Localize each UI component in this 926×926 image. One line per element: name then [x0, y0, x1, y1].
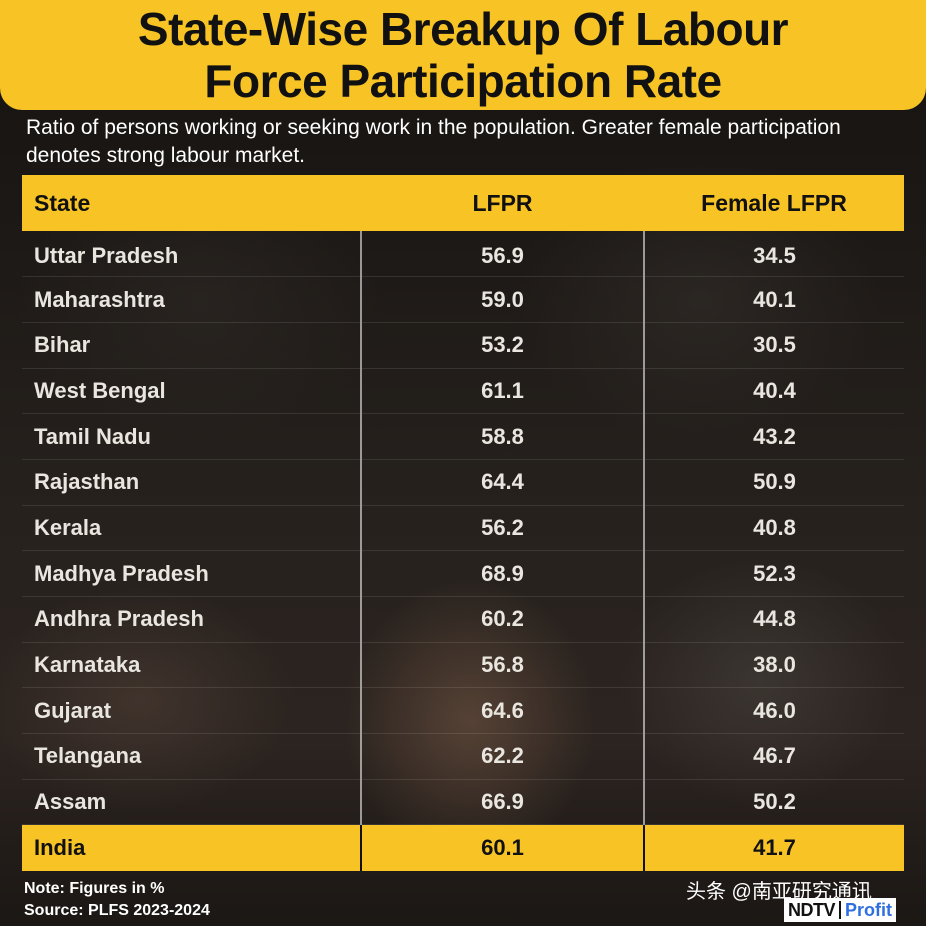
table-row: Maharashtra 59.0 40.1 [22, 276, 904, 323]
watermark: 头条 @南亚研究通讯 [686, 881, 872, 903]
subtitle: Ratio of persons working or seeking work… [26, 116, 841, 167]
header-lfpr: LFPR [472, 189, 533, 216]
table-row: Bihar 53.2 30.5 [22, 322, 904, 369]
table-header-row: State LFPR Female LFPR [22, 175, 904, 231]
cell-state: Kerala [22, 505, 361, 552]
title-line-2: Force Participation Rate [204, 55, 722, 107]
cell-female-lfpr: 43.2 [643, 413, 904, 460]
total-row: India 60.1 41.7 [22, 824, 904, 871]
cell-state: Telangana [22, 733, 361, 780]
logo-divider [839, 901, 841, 919]
cell-female-lfpr: 38.0 [643, 642, 904, 689]
cell-female-lfpr: 41.7 [643, 824, 904, 871]
cell-lfpr: 58.8 [360, 413, 644, 460]
cell-female-lfpr: 46.0 [643, 687, 904, 735]
cell-state: Karnataka [22, 642, 361, 689]
cell-state: Rajasthan [22, 459, 361, 506]
cell-lfpr: 56.8 [360, 642, 644, 689]
logo-profit: Profit [845, 899, 892, 920]
cell-female-lfpr: 50.2 [643, 779, 904, 826]
logo-ndtv: NDTV [788, 899, 836, 920]
note-text: Note: Figures in % [24, 880, 165, 897]
table-row: Andhra Pradesh 60.2 44.8 [22, 596, 904, 643]
table-row: Uttar Pradesh 56.9 34.5 [22, 231, 904, 278]
cell-lfpr: 61.1 [360, 368, 644, 415]
cell-state: Gujarat [22, 687, 361, 735]
cell-lfpr: 60.2 [360, 596, 644, 643]
table-row: Telangana 62.2 46.7 [22, 733, 904, 780]
table-row: Tamil Nadu 58.8 43.2 [22, 413, 904, 460]
cell-female-lfpr: 40.4 [643, 368, 904, 415]
footnote: Note: Figures in % Source: PLFS 2023-202… [24, 878, 210, 922]
cell-state: Maharashtra [22, 276, 361, 323]
cell-female-lfpr: 46.7 [643, 733, 904, 780]
cell-female-lfpr: 44.8 [643, 596, 904, 643]
cell-state: Andhra Pradesh [22, 596, 361, 643]
cell-state: Uttar Pradesh [22, 231, 361, 278]
cell-female-lfpr: 40.1 [643, 276, 904, 323]
table-body: Uttar Pradesh 56.9 34.5 Maharashtra 59.0 40.1… [22, 231, 904, 871]
title-banner: State-Wise Breakup Of Labour Force Parti… [0, 0, 926, 110]
cell-female-lfpr: 30.5 [643, 322, 904, 369]
table-row: Rajasthan 64.4 50.9 [22, 459, 904, 506]
ndtv-profit-logo: NDTV Profit [784, 898, 896, 922]
header-female-lfpr: Female LFPR [701, 189, 847, 216]
cell-lfpr: 53.2 [360, 322, 644, 369]
header-state: State [34, 189, 91, 216]
cell-female-lfpr: 40.8 [643, 505, 904, 552]
cell-lfpr: 62.2 [360, 733, 644, 780]
cell-lfpr: 56.2 [360, 505, 644, 552]
cell-lfpr: 68.9 [360, 550, 644, 597]
cell-state: West Bengal [22, 368, 361, 415]
cell-female-lfpr: 50.9 [643, 459, 904, 506]
cell-female-lfpr: 34.5 [643, 231, 904, 278]
cell-state: Assam [22, 779, 361, 826]
table-row: Kerala 56.2 40.8 [22, 505, 904, 552]
table-row: Karnataka 56.8 38.0 [22, 642, 904, 689]
cell-lfpr: 66.9 [360, 779, 644, 826]
cell-state: Tamil Nadu [22, 413, 361, 460]
cell-lfpr: 56.9 [360, 231, 644, 278]
cell-lfpr: 64.6 [360, 687, 644, 735]
cell-state: India [34, 835, 86, 861]
table-row: Gujarat 64.6 46.0 [22, 687, 904, 735]
title-line-1: State-Wise Breakup Of Labour [137, 3, 789, 55]
cell-female-lfpr: 52.3 [643, 550, 904, 597]
cell-lfpr: 59.0 [360, 276, 644, 323]
table-row: Assam 66.9 50.2 [22, 779, 904, 826]
lfpr-table: State LFPR Female LFPR Uttar Pradesh 56.9… [22, 175, 904, 871]
cell-lfpr: 64.4 [360, 459, 644, 506]
table-row: West Bengal 61.1 40.4 [22, 368, 904, 415]
source-text: Source: PLFS 2023-2024 [24, 902, 210, 919]
cell-state: Bihar [22, 322, 361, 369]
cell-lfpr: 60.1 [360, 824, 644, 871]
cell-state: Madhya Pradesh [22, 550, 361, 597]
table-row: Madhya Pradesh 68.9 52.3 [22, 550, 904, 597]
